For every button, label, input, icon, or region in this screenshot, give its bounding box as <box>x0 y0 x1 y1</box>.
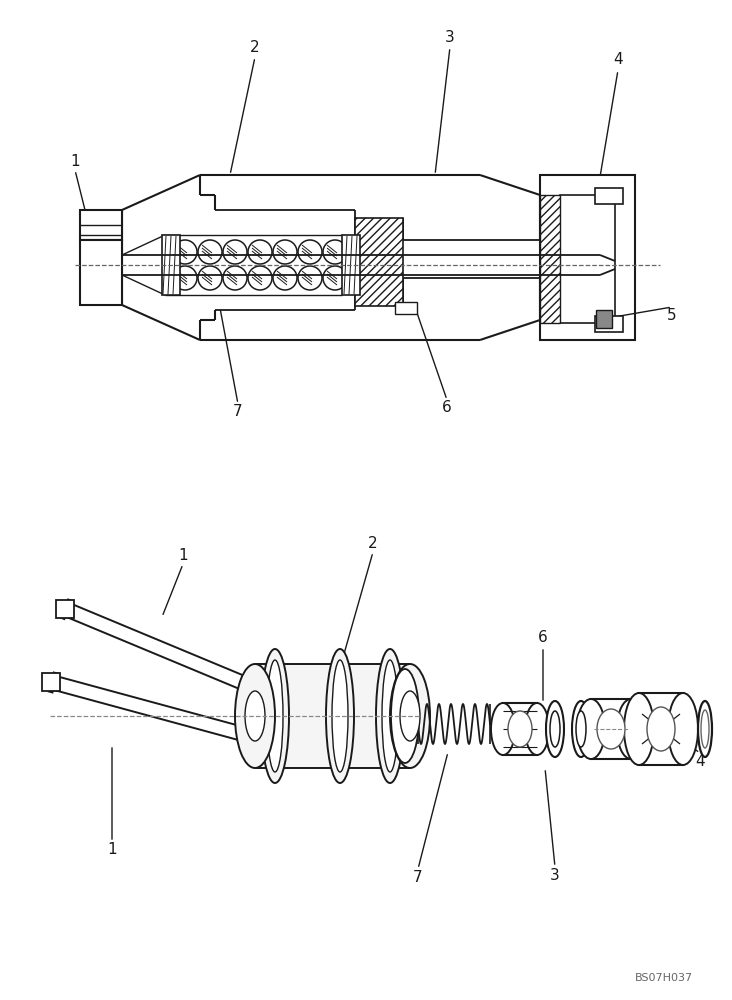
Ellipse shape <box>376 649 404 783</box>
Ellipse shape <box>235 664 275 768</box>
Ellipse shape <box>391 669 419 763</box>
Bar <box>560 195 615 323</box>
Ellipse shape <box>617 699 645 759</box>
Text: 2: 2 <box>250 40 260 55</box>
Ellipse shape <box>198 266 222 290</box>
Ellipse shape <box>245 691 265 741</box>
Polygon shape <box>48 673 58 692</box>
Ellipse shape <box>382 660 398 772</box>
Ellipse shape <box>491 703 515 755</box>
Ellipse shape <box>550 711 560 747</box>
Ellipse shape <box>248 266 272 290</box>
Ellipse shape <box>525 703 549 755</box>
Ellipse shape <box>273 266 297 290</box>
Ellipse shape <box>223 240 247 264</box>
Ellipse shape <box>267 660 283 772</box>
Bar <box>596 310 612 328</box>
Text: 3: 3 <box>550 867 560 882</box>
Bar <box>395 302 417 314</box>
Polygon shape <box>61 599 72 619</box>
Ellipse shape <box>323 240 347 264</box>
Polygon shape <box>53 676 267 747</box>
Bar <box>540 195 560 323</box>
Bar <box>503 703 537 755</box>
Ellipse shape <box>332 660 348 772</box>
Text: 4: 4 <box>613 52 623 68</box>
Bar <box>255 664 410 768</box>
Text: 2: 2 <box>368 536 378 550</box>
Text: 6: 6 <box>538 631 548 646</box>
Ellipse shape <box>647 707 675 751</box>
Ellipse shape <box>173 240 197 264</box>
Ellipse shape <box>223 266 247 290</box>
Ellipse shape <box>546 701 564 757</box>
Text: 7: 7 <box>234 404 243 420</box>
Ellipse shape <box>508 711 532 747</box>
Ellipse shape <box>572 701 590 757</box>
Bar <box>595 188 623 204</box>
Text: 3: 3 <box>445 30 455 45</box>
Ellipse shape <box>173 266 197 290</box>
Bar <box>162 235 180 295</box>
Text: 5: 5 <box>652 704 662 720</box>
Bar <box>80 240 122 305</box>
Bar <box>355 218 403 306</box>
Ellipse shape <box>577 699 605 759</box>
Text: 4: 4 <box>695 754 705 770</box>
Ellipse shape <box>326 649 354 783</box>
Text: BS07H037: BS07H037 <box>635 973 693 983</box>
Ellipse shape <box>298 240 322 264</box>
Ellipse shape <box>624 693 654 765</box>
Text: 5: 5 <box>667 308 677 322</box>
Ellipse shape <box>298 266 322 290</box>
Text: 6: 6 <box>442 400 452 416</box>
Ellipse shape <box>248 240 272 264</box>
Ellipse shape <box>400 691 420 741</box>
Text: 1: 1 <box>178 548 188 562</box>
Bar <box>80 210 122 240</box>
Text: 1: 1 <box>70 154 80 169</box>
Bar <box>42 673 60 691</box>
Bar <box>342 235 360 295</box>
Text: 7: 7 <box>413 870 423 886</box>
Bar <box>639 693 683 765</box>
Polygon shape <box>65 604 268 698</box>
Ellipse shape <box>273 240 297 264</box>
Ellipse shape <box>323 266 347 290</box>
Ellipse shape <box>198 240 222 264</box>
Bar <box>540 175 635 340</box>
Ellipse shape <box>698 701 712 757</box>
Ellipse shape <box>261 649 289 783</box>
Ellipse shape <box>701 710 709 748</box>
Ellipse shape <box>576 711 586 747</box>
Bar <box>595 316 623 332</box>
Ellipse shape <box>390 664 430 768</box>
Text: 1: 1 <box>107 842 117 857</box>
Bar <box>591 699 631 759</box>
Bar <box>56 600 74 618</box>
Ellipse shape <box>668 693 698 765</box>
Ellipse shape <box>597 709 625 749</box>
